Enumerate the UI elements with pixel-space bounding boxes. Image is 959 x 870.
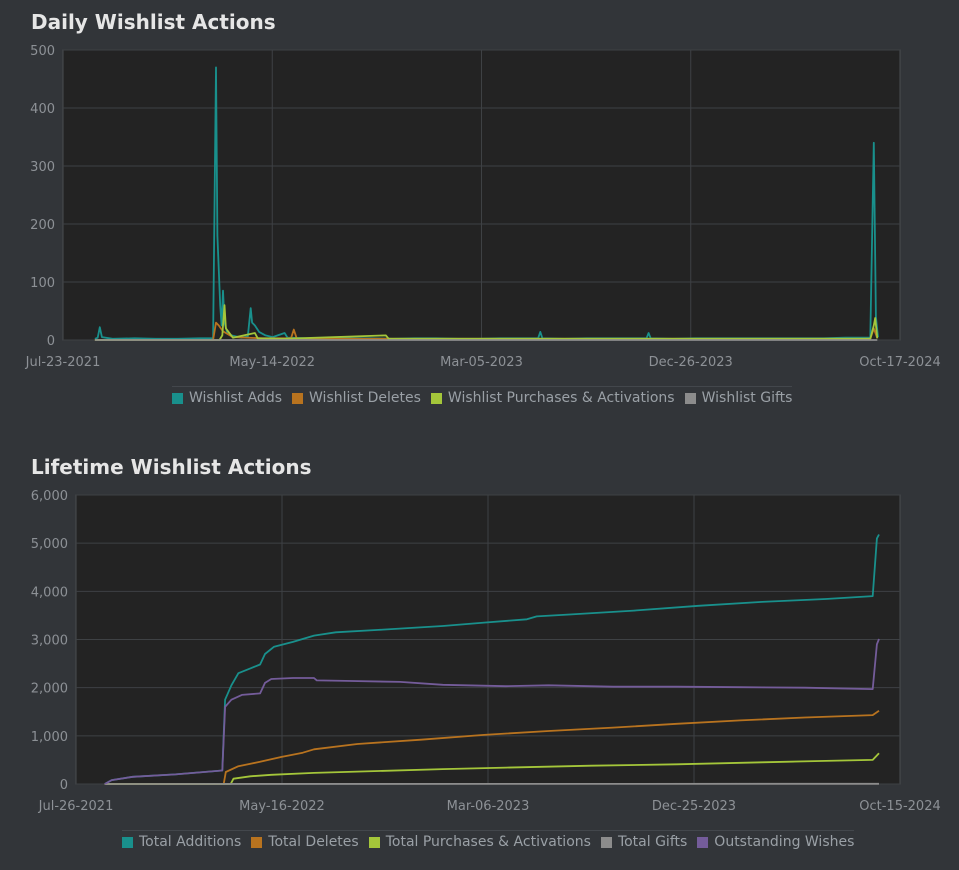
daily-chart-title: Daily Wishlist Actions bbox=[31, 10, 276, 34]
daily-wishlist-chart: 0 100 200 300 400 500 Jul-23-2021 May-14-2022 Ma… bbox=[25, 44, 941, 370]
legend-label: Wishlist Adds bbox=[189, 390, 283, 406]
y-tick-label: 4,000 bbox=[31, 585, 68, 600]
x-tick-label: Jul-26-2021 bbox=[38, 799, 114, 814]
series-line-total-purchases-activations bbox=[104, 752, 880, 785]
x-tick-label: Oct-15-2024 bbox=[859, 799, 941, 814]
y-tick-label: 400 bbox=[30, 102, 55, 117]
y-tick-label: 300 bbox=[30, 160, 55, 175]
legend-label: Wishlist Purchases & Activations bbox=[447, 390, 675, 406]
lifetime-wishlist-chart: 0 1,000 2,000 3,000 4,000 5,000 6,000 Jul-26-20… bbox=[31, 489, 941, 814]
x-tick-label: May-14-2022 bbox=[229, 355, 315, 370]
x-tick-label: Jul-23-2021 bbox=[25, 355, 101, 370]
legend-swatch bbox=[172, 392, 183, 404]
x-tick-label: Dec-25-2023 bbox=[652, 799, 736, 814]
legend-swatch bbox=[684, 392, 696, 404]
y-tick-label: 0 bbox=[47, 334, 55, 349]
x-tick-label: May-16-2022 bbox=[239, 799, 325, 814]
legend-item[interactable]: Total Deletes bbox=[251, 834, 359, 850]
y-tick-label: 2,000 bbox=[31, 682, 68, 697]
y-tick-label: 3,000 bbox=[31, 634, 68, 649]
lifetime-chart-legend: Total Additions Total Deletes Total Purcha… bbox=[122, 830, 855, 850]
x-tick-label: Mar-06-2023 bbox=[447, 799, 530, 814]
legend-item[interactable]: Outstanding Wishes bbox=[697, 834, 854, 850]
x-tick-label: Oct-17-2024 bbox=[859, 355, 941, 370]
series-line-wishlist-purchases-activations bbox=[94, 304, 879, 341]
y-tick-label: 6,000 bbox=[31, 489, 68, 504]
legend-swatch bbox=[292, 392, 304, 404]
legend-label: Total Gifts bbox=[617, 834, 688, 850]
legend-item[interactable]: Wishlist Deletes bbox=[292, 390, 421, 406]
legend-label: Total Purchases & Activations bbox=[385, 834, 591, 850]
legend-swatch bbox=[368, 836, 380, 848]
legend-label: Wishlist Deletes bbox=[309, 390, 421, 406]
y-tick-label: 500 bbox=[30, 44, 55, 59]
legend-item[interactable]: Wishlist Gifts bbox=[684, 390, 793, 406]
legend-swatch bbox=[600, 836, 612, 848]
legend-swatch bbox=[697, 836, 709, 848]
y-tick-label: 1,000 bbox=[31, 730, 68, 745]
x-tick-label: Mar-05-2023 bbox=[440, 355, 523, 370]
legend-label: Outstanding Wishes bbox=[714, 834, 855, 850]
legend-swatch bbox=[430, 392, 442, 404]
series-line-outstanding-wishes bbox=[104, 638, 880, 785]
legend-item[interactable]: Total Additions bbox=[122, 834, 241, 850]
legend-label: Total Deletes bbox=[268, 834, 359, 850]
legend-item[interactable]: Wishlist Adds bbox=[172, 390, 282, 406]
y-tick-label: 0 bbox=[60, 778, 68, 793]
legend-swatch bbox=[251, 836, 263, 848]
legend-item[interactable]: Wishlist Purchases & Activations bbox=[430, 390, 675, 406]
x-tick-label: Dec-26-2023 bbox=[649, 355, 733, 370]
legend-item[interactable]: Total Gifts bbox=[600, 834, 688, 850]
y-tick-label: 5,000 bbox=[31, 537, 68, 552]
legend-label: Wishlist Gifts bbox=[701, 390, 793, 406]
series-line-total-deletes bbox=[104, 710, 880, 785]
daily-chart-legend: Wishlist Adds Wishlist Deletes Wishlist Pu… bbox=[172, 386, 793, 406]
legend-label: Total Additions bbox=[139, 834, 242, 850]
legend-item[interactable]: Total Purchases & Activations bbox=[368, 834, 591, 850]
legend-swatch bbox=[122, 836, 133, 848]
y-tick-label: 200 bbox=[30, 218, 55, 233]
y-tick-label: 100 bbox=[30, 276, 55, 291]
lifetime-chart-title: Lifetime Wishlist Actions bbox=[31, 455, 312, 479]
